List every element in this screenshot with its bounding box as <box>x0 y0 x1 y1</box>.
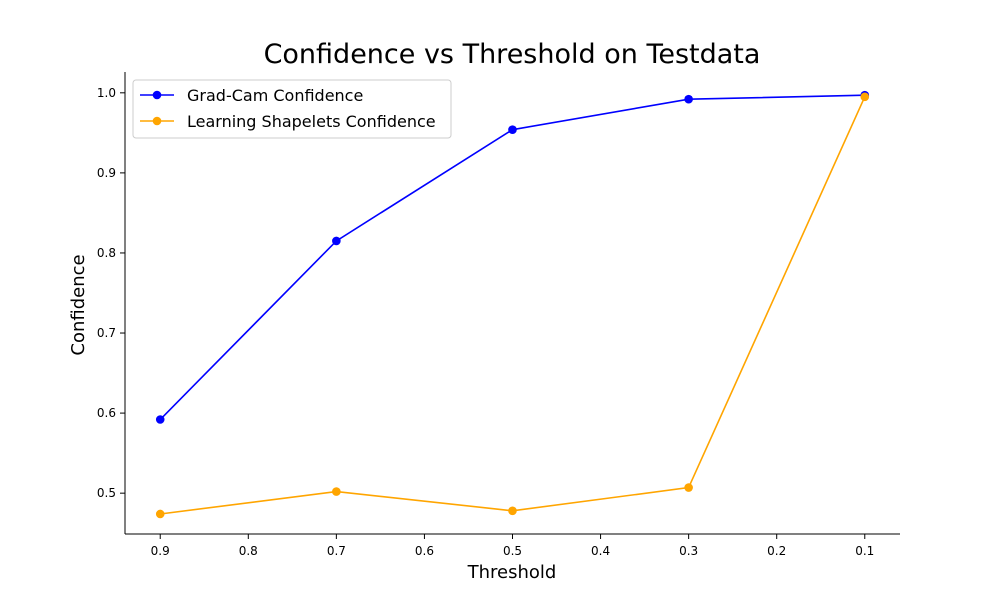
x-tick-label: 0.4 <box>591 544 610 558</box>
series-1-point <box>332 236 341 246</box>
series-2-point <box>332 487 341 496</box>
x-tick-label: 0.9 <box>151 544 170 558</box>
legend-marker-2 <box>152 116 162 126</box>
x-tick-label: 0.2 <box>767 544 786 558</box>
legend: Grad-Cam Confidence Learning Shapelets Co… <box>132 79 452 139</box>
y-tick-label: 1.0 <box>97 86 116 100</box>
series-1-point <box>508 125 517 134</box>
y-tick-label: 0.9 <box>97 166 116 180</box>
chart-title: Confidence vs Threshold on Testdata <box>264 39 761 70</box>
x-tick-label: 0.1 <box>855 544 874 558</box>
y-tick-label: 0.5 <box>97 486 116 500</box>
x-tick-label: 0.6 <box>415 544 434 558</box>
series-2-point <box>860 92 870 102</box>
axes <box>124 72 900 535</box>
x-tick-label: 0.7 <box>327 544 346 558</box>
series-1-point <box>684 94 693 104</box>
series-line-1 <box>159 94 865 421</box>
legend-label-1: Grad-Cam Confidence <box>187 86 363 105</box>
series-2-point <box>508 506 517 516</box>
y-tick-label: 0.7 <box>97 326 116 340</box>
x-tick-label: 0.3 <box>679 544 698 558</box>
y-tick-label: 0.6 <box>97 406 116 420</box>
y-axis-ticks: 0.5 0.6 0.7 0.8 0.9 1.0 <box>97 86 125 500</box>
legend-box <box>132 79 452 139</box>
series-2-point <box>155 509 165 519</box>
y-tick-label: 0.8 <box>97 246 116 260</box>
series-lines <box>155 90 870 519</box>
x-tick-label: 0.8 <box>239 544 258 558</box>
series-2-point <box>684 483 693 492</box>
y-axis-label: Confidence <box>68 254 89 355</box>
x-axis-ticks: 0.9 0.8 0.7 0.6 0.5 0.4 0.3 0.2 0.1 <box>151 534 874 558</box>
series-line-2 <box>160 96 866 515</box>
legend-marker-1 <box>152 90 162 100</box>
legend-label-2: Learning Shapelets Confidence <box>187 112 436 131</box>
x-tick-label: 0.5 <box>503 544 522 558</box>
series-1-point <box>155 415 165 424</box>
x-axis-label: Threshold <box>467 562 557 583</box>
